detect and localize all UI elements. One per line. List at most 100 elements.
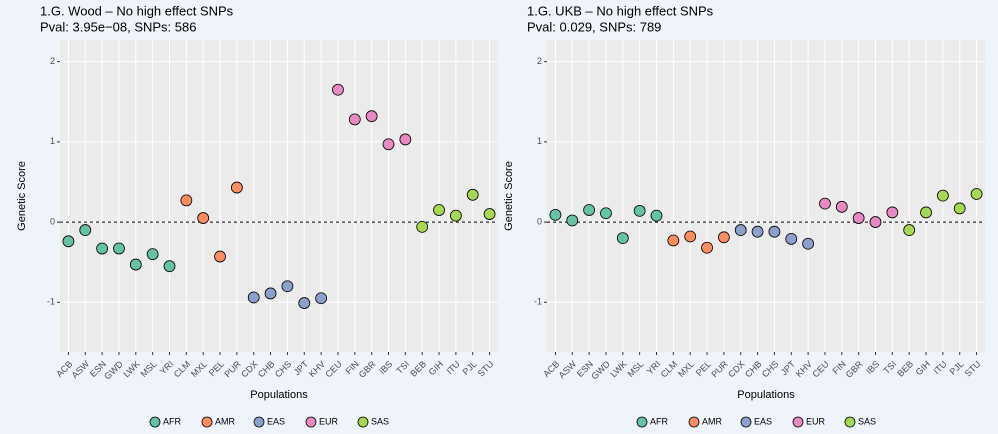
x-tick-label: CEU: [810, 359, 831, 380]
x-tick-label: PUR: [222, 359, 243, 380]
x-tick-label: JPT: [779, 359, 798, 378]
point: [734, 224, 747, 236]
x-tick-label: PJL: [948, 359, 966, 377]
point: [399, 133, 412, 146]
point: [433, 204, 445, 216]
x-tick-label: PUR: [709, 359, 730, 380]
x-tick-label: GIH: [914, 359, 932, 377]
legend-swatch: [740, 416, 752, 428]
point: [667, 234, 680, 247]
y-tick-label: 2: [50, 56, 55, 66]
legend-label: AFR: [163, 416, 182, 426]
x-tick-label: PJL: [461, 359, 479, 377]
point: [230, 181, 243, 194]
x-tick-label: CLM: [659, 359, 680, 380]
point: [920, 206, 932, 219]
y-tick-label: 1: [537, 136, 542, 146]
point: [62, 235, 75, 248]
point: [129, 258, 142, 271]
point: [566, 214, 579, 227]
point: [214, 250, 226, 263]
plot-background: [60, 40, 498, 352]
x-tick-label: ASW: [557, 359, 579, 381]
x-tick-label: CHS: [273, 359, 294, 380]
x-tick-label: STU: [963, 359, 983, 379]
point: [903, 224, 916, 236]
point: [785, 233, 798, 245]
x-tick-label: STU: [476, 359, 496, 379]
legend-label: EAS: [267, 416, 285, 426]
legend-label: EUR: [806, 416, 826, 426]
point: [970, 188, 983, 200]
x-tick-label: JPT: [292, 359, 311, 378]
point: [953, 202, 966, 215]
legend-swatch: [636, 416, 648, 428]
x-tick-label: MXL: [676, 359, 696, 379]
x-tick-label: IBS: [864, 359, 881, 376]
point: [416, 220, 429, 233]
point: [281, 280, 294, 293]
point: [365, 110, 378, 123]
legend-swatch: [305, 416, 317, 428]
point: [382, 138, 395, 151]
point: [549, 208, 562, 221]
point: [684, 230, 697, 243]
point: [583, 204, 596, 216]
legend-swatch: [149, 416, 161, 428]
x-tick-label: IBS: [377, 359, 394, 376]
y-axis-label: Genetic Score: [16, 161, 28, 231]
point: [146, 248, 159, 261]
point: [717, 231, 730, 244]
x-tick-label: GWD: [589, 359, 612, 382]
x-axis-label: Populations: [737, 389, 795, 401]
chart-title: 1.G. Wood – No high effect SNPs: [40, 3, 234, 18]
point: [264, 287, 277, 300]
x-tick-label: LWK: [121, 359, 141, 379]
x-tick-label: ITU: [932, 359, 949, 376]
y-axis-label: Genetic Score: [503, 161, 515, 231]
legend-label: SAS: [858, 416, 876, 426]
point: [163, 260, 176, 273]
point: [802, 237, 815, 250]
x-tick-label: LWK: [608, 359, 628, 379]
point: [315, 292, 328, 305]
x-tick-label: MXL: [189, 359, 209, 379]
point: [348, 113, 361, 126]
y-tick-label: 2: [537, 56, 542, 66]
plot-background: [547, 40, 985, 352]
point: [197, 212, 210, 224]
chart-subtitle: Pval: 0.029, SNPs: 789: [527, 19, 661, 34]
y-tick-label: -1: [534, 297, 542, 307]
x-tick-label: ITU: [445, 359, 462, 376]
x-tick-label: KHV: [307, 359, 327, 379]
point: [180, 194, 193, 207]
x-tick-label: ASW: [70, 359, 92, 381]
point: [768, 225, 781, 238]
point: [600, 207, 612, 220]
point: [483, 208, 496, 220]
chart-title: 1.G. UKB – No high effect SNPs: [527, 3, 714, 18]
x-axis-label: Populations: [250, 389, 308, 401]
legend-swatch: [688, 416, 700, 428]
x-tick-label: MSL: [138, 359, 158, 379]
point: [852, 212, 865, 224]
x-tick-label: CHS: [760, 359, 781, 380]
y-tick-label: 1: [50, 136, 55, 146]
legend-label: AMR: [215, 416, 236, 426]
legend-label: SAS: [371, 416, 389, 426]
x-tick-label: CHB: [743, 359, 764, 380]
point: [819, 197, 831, 210]
legend-swatch: [792, 416, 804, 428]
y-tick-label: 0: [50, 216, 55, 226]
point: [936, 189, 949, 202]
point: [701, 241, 713, 254]
point: [247, 291, 260, 304]
x-tick-label: CHB: [256, 359, 277, 380]
x-tick-label: GIH: [427, 359, 445, 377]
x-tick-label: CDX: [239, 359, 260, 380]
legend-swatch: [357, 416, 369, 428]
legend-label: EAS: [754, 416, 772, 426]
